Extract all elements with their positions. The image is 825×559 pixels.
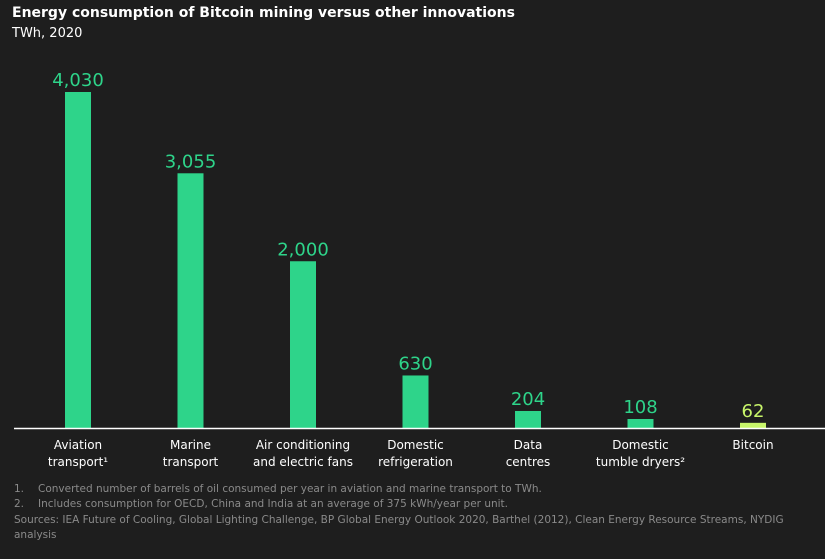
category-label: Aviation transport¹	[48, 438, 108, 469]
bar	[627, 418, 654, 428]
chart-title: Energy consumption of Bitcoin mining ver…	[12, 5, 515, 21]
bar	[290, 261, 316, 428]
chart-subtitle: TWh, 2020	[12, 26, 83, 41]
data-label: 204	[511, 389, 545, 410]
category-label: Data centres	[506, 438, 551, 469]
bar	[740, 422, 766, 428]
data-label: 2,000	[277, 239, 329, 260]
bar	[65, 92, 91, 428]
data-label: 3,055	[165, 151, 217, 172]
footnote-text: Converted number of barrels of oil consu…	[38, 483, 542, 495]
footnote-1: 1. Converted number of barrels of oil co…	[14, 482, 814, 497]
category-label: Domestic tumble dryers²	[596, 438, 685, 469]
footnote-number: 2.	[14, 498, 25, 510]
footnote-number: 1.	[14, 483, 25, 495]
bar-chart: 4,030 Aviation transport¹ 3,055 Marine transp…	[14, 70, 825, 469]
data-label: 4,030	[52, 70, 104, 91]
data-label: 62	[742, 401, 765, 422]
bar	[177, 173, 204, 428]
data-label: 108	[623, 397, 657, 418]
footnote-text: Includes consumption for OECD, China and…	[38, 498, 508, 510]
category-label: Air conditioning and electric fans	[253, 438, 353, 469]
category-label: Bitcoin	[732, 438, 773, 452]
sources-note: Sources: IEA Future of Cooling, Global L…	[14, 514, 784, 541]
bar	[402, 375, 429, 428]
footnote-2: 2. Includes consumption for OECD, China …	[14, 497, 814, 512]
category-label: Domestic refrigeration	[378, 438, 453, 469]
data-label: 630	[398, 353, 432, 374]
category-label: Marine transport	[163, 438, 219, 469]
footnotes: 1. Converted number of barrels of oil co…	[14, 482, 814, 543]
bar	[515, 410, 541, 428]
